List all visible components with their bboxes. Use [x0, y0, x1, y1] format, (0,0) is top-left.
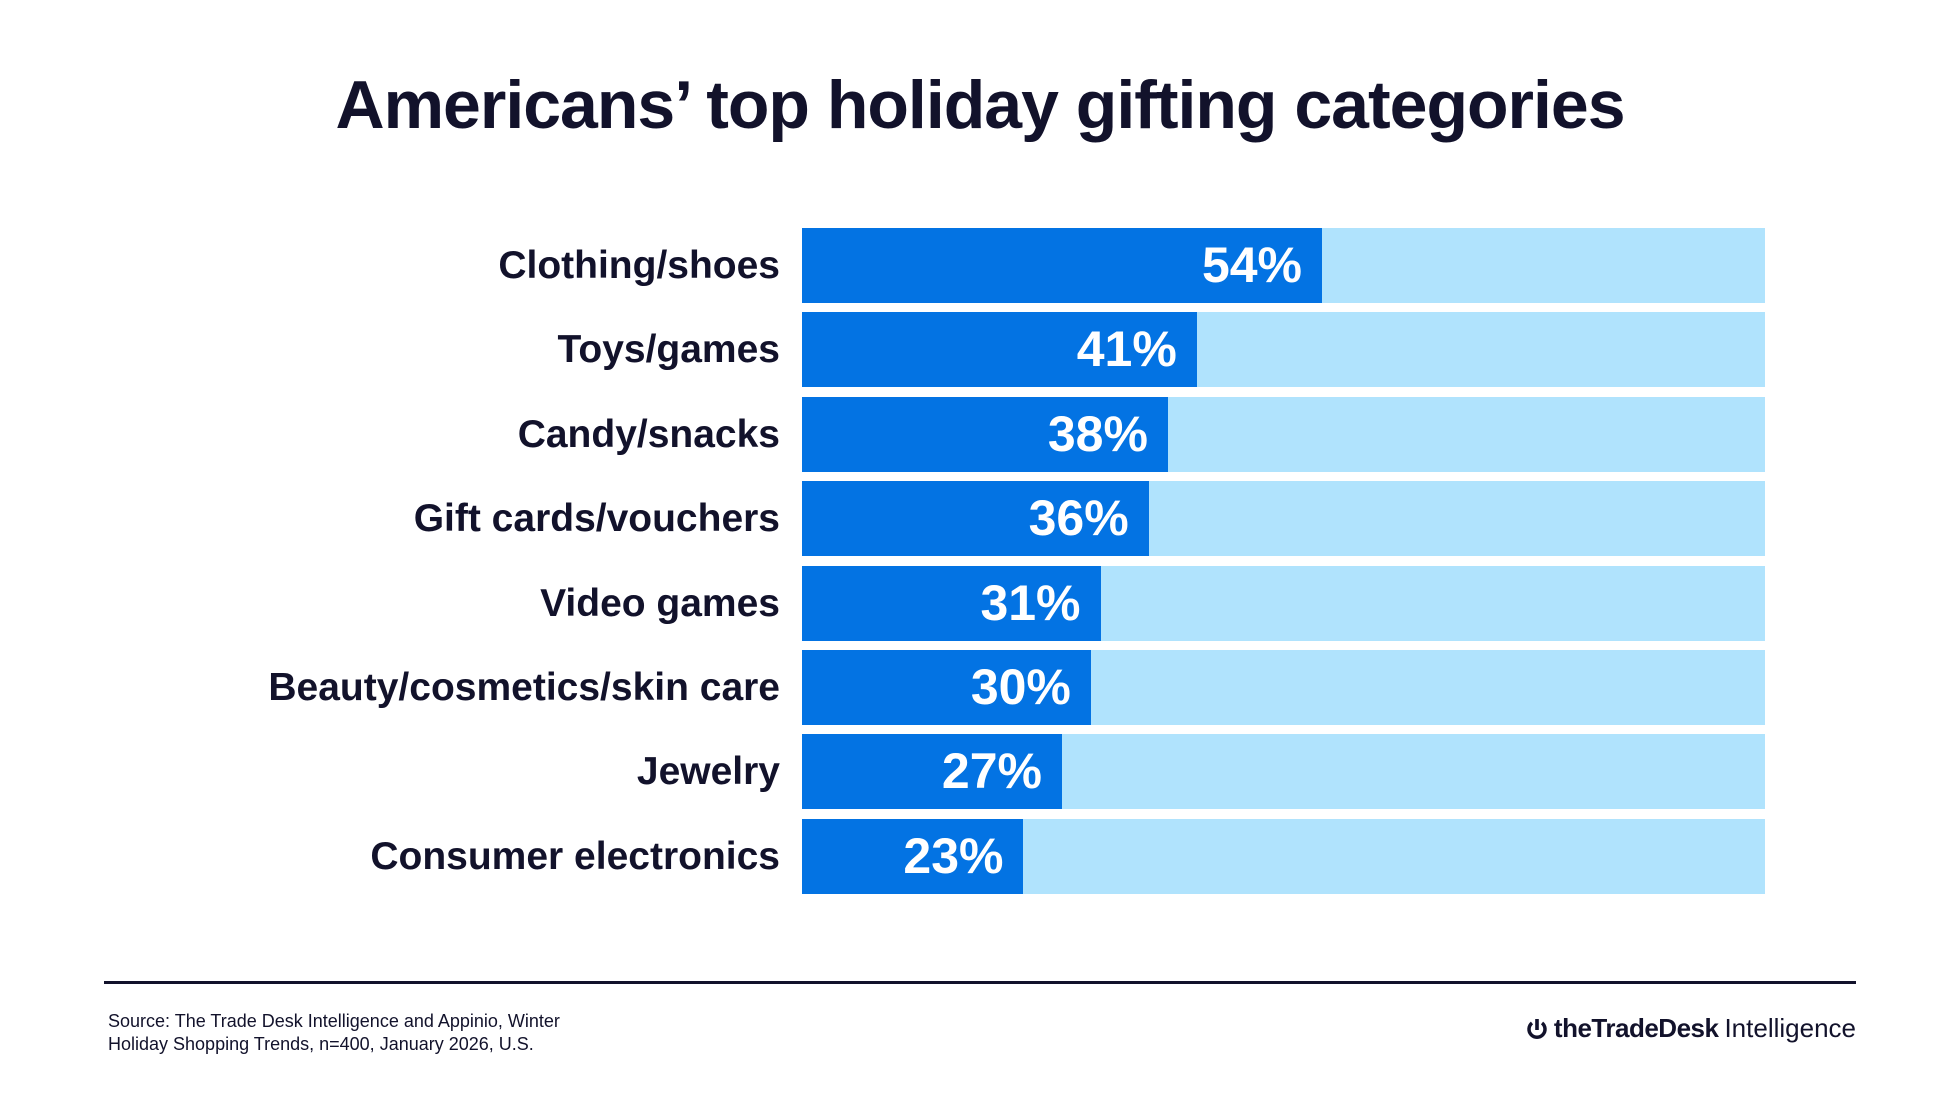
- bar-row: Gift cards/vouchers 36%: [0, 481, 1960, 557]
- bar: 23%: [802, 818, 1024, 894]
- bar-row: Clothing/shoes 54%: [0, 228, 1960, 303]
- bar-row: Candy/snacks 38%: [0, 396, 1960, 472]
- bar: 30%: [802, 650, 1091, 725]
- bar: 54%: [802, 228, 1323, 303]
- data-label: 41%: [1076, 321, 1177, 378]
- bar-track: 36%: [802, 481, 1765, 557]
- bar: 31%: [802, 565, 1101, 641]
- category-label: Jewelry: [636, 750, 780, 794]
- bar-track: 54%: [802, 228, 1765, 303]
- logo-icon: [1527, 1018, 1547, 1039]
- category-label: Toys/games: [557, 328, 780, 372]
- data-label: 54%: [1201, 237, 1303, 293]
- source-note: Source: The Trade Desk Intelligence and …: [108, 1010, 560, 1056]
- data-label: 23%: [903, 827, 1004, 884]
- source-line: Source: The Trade Desk Intelligence and …: [108, 1011, 560, 1031]
- logo-suffix: Intelligence: [1724, 1013, 1856, 1043]
- bar-row: Beauty/cosmetics/skin care 30%: [0, 650, 1960, 725]
- bar-track: 23%: [802, 818, 1765, 894]
- data-label: 36%: [1028, 490, 1129, 547]
- bar: 27%: [802, 734, 1062, 810]
- bar-track: 27%: [802, 734, 1765, 810]
- logo-brand: theTradeDesk: [1553, 1013, 1719, 1043]
- category-label: Beauty/cosmetics/skin care: [268, 666, 780, 709]
- bar-row: Consumer electronics 23%: [0, 818, 1960, 894]
- bar: 41%: [802, 312, 1197, 388]
- data-label: 27%: [941, 743, 1042, 800]
- bar-row: Toys/games 41%: [0, 312, 1960, 388]
- bar-track: 31%: [802, 565, 1765, 641]
- bar-track: 30%: [802, 650, 1765, 725]
- category-label: Clothing/shoes: [498, 244, 780, 287]
- bar-track: 41%: [802, 312, 1765, 388]
- category-label: Candy/snacks: [517, 412, 780, 456]
- category-label: Video games: [540, 581, 780, 625]
- data-label: 38%: [1047, 405, 1148, 462]
- category-label: Consumer electronics: [370, 834, 780, 878]
- bar-row: Jewelry 27%: [0, 734, 1960, 810]
- chart-title: Americans’ top holiday gifting categorie…: [335, 67, 1625, 143]
- bar: 36%: [802, 481, 1149, 557]
- bar: 38%: [802, 396, 1168, 472]
- data-label: 31%: [980, 574, 1081, 631]
- logo: theTradeDesk Intelligence: [1526, 1013, 1856, 1044]
- data-label: 30%: [970, 659, 1071, 715]
- bar-track: 38%: [802, 396, 1765, 472]
- divider: [104, 981, 1856, 984]
- bar-row: Video games 31%: [0, 565, 1960, 641]
- category-label: Gift cards/vouchers: [413, 497, 780, 541]
- source-line: Holiday Shopping Trends, n=400, January …: [108, 1034, 534, 1054]
